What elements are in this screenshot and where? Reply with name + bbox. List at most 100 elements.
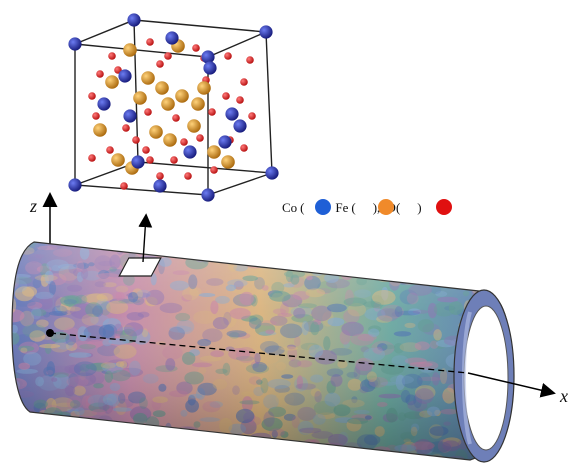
tube-texture-speck	[353, 233, 361, 242]
tube-texture-speck	[394, 272, 411, 281]
tube-texture-speck	[230, 450, 248, 456]
iron-atom	[197, 81, 211, 95]
tube-texture-speck	[383, 262, 392, 271]
tube-texture-speck	[90, 224, 96, 237]
tube-texture-speck	[17, 230, 24, 239]
legend-label-fe: Fe	[335, 200, 348, 215]
iron-atom	[133, 91, 147, 105]
x-axis-line	[467, 372, 556, 398]
tube-texture-speck	[256, 461, 277, 474]
z-axis-label: z	[29, 196, 37, 216]
cobalt-atom	[68, 178, 82, 192]
tube-inner-wall	[462, 311, 472, 445]
tube-texture-speck	[12, 370, 13, 378]
tube-texture-speck	[347, 446, 357, 460]
legend-swatch-o	[436, 199, 452, 215]
tube-texture-speck	[32, 436, 50, 446]
tube-texture-speck	[284, 459, 307, 460]
tube-texture-speck	[167, 442, 181, 455]
tube-texture-speck	[501, 275, 511, 287]
iron-atom	[161, 97, 175, 111]
oxygen-atom	[192, 44, 200, 52]
tube-texture-speck	[89, 430, 105, 441]
cobalt-atom	[218, 135, 232, 149]
tube-texture-speck	[503, 249, 511, 260]
tube-texture-speck	[0, 301, 10, 309]
tube-texture-speck	[71, 242, 87, 243]
tube-texture-speck	[300, 452, 319, 458]
oxygen-atom	[236, 96, 244, 104]
tube-texture-speck	[126, 229, 147, 241]
tube-texture-speck	[42, 444, 65, 458]
oxygen-atom	[88, 92, 96, 100]
tube-texture-speck	[294, 262, 310, 270]
tube-texture-speck	[251, 242, 263, 248]
tube-texture-speck	[385, 254, 405, 263]
tube-texture-speck	[111, 462, 122, 474]
oxygen-atom	[172, 114, 180, 122]
cobalt-atom	[201, 188, 215, 202]
cobalt-atom	[259, 25, 273, 39]
tube-texture-speck	[65, 450, 80, 460]
tube-texture-speck	[74, 242, 83, 246]
tube-texture-speck	[89, 438, 106, 446]
tube-texture-speck	[12, 418, 24, 429]
tube-texture-speck	[154, 242, 174, 248]
tube-texture-speck	[424, 242, 445, 245]
tube-texture-speck	[232, 465, 254, 474]
cobalt-atom	[123, 109, 137, 123]
tube-texture-speck	[497, 249, 510, 254]
selected-surface-patch	[118, 257, 162, 277]
tube-texture-speck	[39, 445, 47, 454]
tube-texture-speck	[307, 443, 323, 455]
tube-texture-speck	[0, 405, 12, 418]
iron-atom	[191, 97, 205, 111]
tube-texture-speck	[114, 438, 134, 449]
tube-texture-speck	[12, 444, 17, 456]
iron-atom	[93, 123, 107, 137]
tube-texture-speck	[461, 235, 479, 240]
tube-texture-speck	[406, 242, 419, 249]
tube-texture-speck	[47, 435, 58, 444]
tube-texture-speck	[56, 226, 76, 239]
tube-texture-speck	[424, 462, 442, 474]
tube-texture-speck	[317, 248, 332, 254]
tube-texture-speck	[293, 445, 300, 454]
tube-texture-speck	[434, 248, 458, 262]
oxygen-atom	[222, 92, 230, 100]
cobalt-atom	[165, 31, 179, 45]
tube-texture-speck	[448, 267, 472, 279]
tube-texture-speck	[227, 457, 250, 460]
tube-texture-speck	[339, 242, 358, 257]
tube-texture-speck	[0, 337, 9, 345]
tube-texture-speck	[300, 243, 312, 250]
tube-texture-speck	[229, 246, 253, 259]
cobalt-atom	[97, 97, 111, 111]
tube-texture-speck	[182, 248, 197, 253]
tube-texture-speck	[237, 242, 260, 258]
tube-texture-speck	[509, 226, 520, 238]
tube-texture-speck	[489, 242, 506, 253]
tube-texture-speck	[421, 251, 440, 258]
tube-texture-speck	[360, 270, 374, 279]
tube-texture-speck	[76, 223, 97, 239]
oxygen-atom	[208, 108, 216, 116]
svg-text:Co(), Fe(), O(): Co(), Fe(), O()	[282, 200, 422, 215]
tube-texture-speck	[360, 242, 384, 254]
iron-atom	[123, 43, 137, 57]
tube-texture-speck	[20, 441, 39, 446]
tube-texture-speck	[473, 242, 491, 246]
tube-texture-speck	[68, 433, 84, 441]
legend-swatch-co	[315, 199, 331, 215]
tube-texture-speck	[333, 457, 355, 460]
tube-texture-speck	[217, 242, 241, 254]
tube-texture-speck	[38, 229, 50, 237]
tube-texture-speck	[461, 251, 475, 259]
tube-texture-speck	[0, 461, 11, 468]
iron-atom	[141, 71, 155, 85]
tube-texture-speck	[425, 268, 438, 278]
tube-texture-speck	[329, 249, 338, 262]
tube-texture-speck	[14, 242, 24, 256]
oxygen-atom	[248, 112, 256, 120]
tube-texture-speck	[459, 242, 470, 247]
